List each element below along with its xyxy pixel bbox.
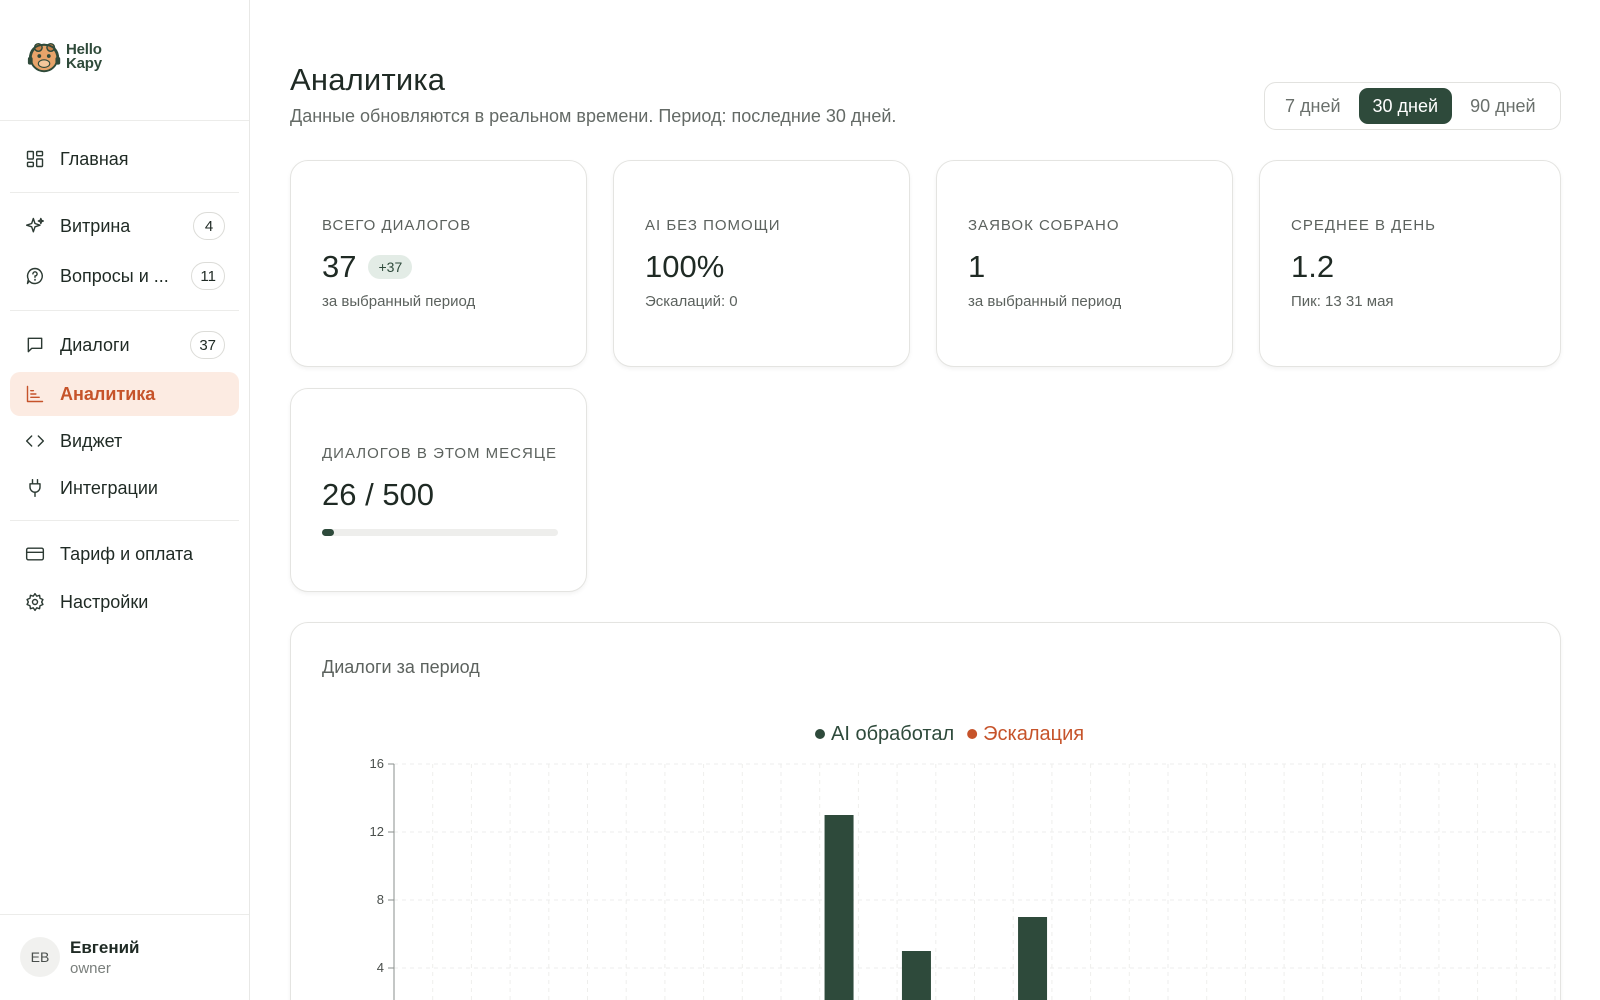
bar-ai-handled [1018,917,1048,1000]
stat-value: 100% [645,249,725,284]
stat-value: 1.2 [1291,249,1335,284]
sidebar-item-label: Тариф и оплата [60,543,194,564]
stat-value-row: 1.2 [1291,249,1334,285]
brand-line-2: Kapy [66,55,102,72]
stat-value-row: 100% [645,249,724,285]
user-role: owner [70,959,111,977]
stat-label: Диалогов в этом месяце [322,445,557,462]
divider [10,520,239,521]
sidebar-item-home[interactable]: Главная [10,137,239,181]
capybara-logo-icon [27,42,61,73]
sidebar-item-dialogs[interactable]: Диалоги 37 [10,323,239,367]
stat-card-monthly-usage: Диалогов в этом месяце 26 / 500 [290,388,587,592]
count-badge: 11 [191,262,225,290]
bar-ai-handled [901,951,931,1000]
stat-value-row: 26 / 500 [322,477,434,513]
stat-card-ai-unassisted: AI без помощи 100% Эскалаций: 0 [613,160,910,367]
brand-name: Hello Kapy [66,41,102,72]
user-name: Евгений [70,937,140,957]
sidebar-item-faq[interactable]: Вопросы и ... 11 [10,254,239,298]
usage-progress-bar [322,529,558,536]
plug-icon [24,477,46,499]
delta-badge: +37 [368,255,413,279]
sidebar-item-showcase[interactable]: Витрина 4 [10,204,239,248]
code-icon [24,430,46,452]
stat-value: 26 / 500 [322,477,435,512]
stat-value: 37 [322,249,357,284]
period-30-days-button[interactable]: 30 дней [1358,88,1453,124]
user-profile[interactable]: ЕВ Евгений owner [20,937,140,977]
question-chat-icon [24,265,46,287]
stat-label: AI без помощи [645,217,781,234]
sidebar-item-widget[interactable]: Виджет [10,419,239,463]
dialogs-chart-card: Диалоги за период 4 8 12 16 AI обработал Эска… [290,622,1561,1000]
avatar: ЕВ [20,937,60,977]
chat-icon [24,334,46,356]
divider [0,120,249,121]
stat-sub: за выбранный период [322,293,476,310]
stat-sub: Пик: 13 31 мая [1291,293,1394,310]
stat-value-row: 37 +37 [322,249,413,285]
dashboard-icon [24,148,46,170]
stat-value: 1 [968,249,986,284]
period-90-days-button[interactable]: 90 дней [1470,95,1536,116]
page-title: Аналитика [290,62,446,97]
stat-value-row: 1 [968,249,985,285]
usage-progress-fill [322,529,335,536]
stat-card-total-dialogs: Всего диалогов 37 +37 за выбранный перио… [290,160,587,367]
sidebar-item-label: Настройки [60,591,149,612]
period-7-days-button[interactable]: 7 дней [1285,95,1341,116]
stat-label: Всего диалогов [322,217,472,234]
y-tick-label: 16 [370,756,384,771]
count-badge: 37 [190,331,225,359]
stat-card-leads: Заявок собрано 1 за выбранный период [936,160,1233,367]
brand-logo[interactable]: Hello Kapy [26,38,102,76]
period-selector: 7 дней 30 дней 90 дней [1264,82,1561,130]
divider [10,310,239,311]
y-tick-label: 12 [370,824,384,839]
y-tick-label: 4 [377,960,384,975]
bar-ai-handled [824,815,854,1000]
sidebar-item-analytics[interactable]: Аналитика [10,372,239,416]
stat-label: Заявок собрано [968,217,1120,234]
brand-line-1: Hello [66,41,102,58]
y-tick-label: 8 [377,892,384,907]
sidebar-item-label: Аналитика [60,383,156,404]
sidebar: Hello Kapy Главная Витрина 4 Вопросы и .… [0,0,250,1000]
legend-marker-ai [815,729,825,739]
dialogs-bar-chart: 4 8 12 16 AI обработал Эскалация [370,723,1556,1000]
sidebar-item-label: Интеграции [60,477,158,498]
divider [10,192,239,193]
credit-card-icon [24,543,46,565]
stat-sub: Эскалаций: 0 [645,293,738,310]
sidebar-item-label: Вопросы и ... [60,265,169,286]
sidebar-item-label: Витрина [60,215,131,236]
main-content: Аналитика Данные обновляются в реальном … [250,0,1600,1000]
sidebar-item-settings[interactable]: Настройки [10,580,239,624]
sidebar-item-label: Виджет [60,430,123,451]
divider [0,914,249,915]
gear-icon [24,591,46,613]
sparkle-icon [24,215,46,237]
count-badge: 4 [193,212,225,240]
page-subtitle: Данные обновляются в реальном времени. П… [290,106,897,126]
sidebar-item-label: Главная [60,148,129,169]
legend-label-escalation: Эскалация [983,723,1084,745]
legend-label-ai: AI обработал [831,723,954,745]
sidebar-item-label: Диалоги [60,334,130,355]
legend-marker-escalation [967,729,978,739]
chart-title: Диалоги за период [322,657,480,677]
stat-card-average-per-day: Среднее в день 1.2 Пик: 13 31 мая [1259,160,1561,367]
stat-sub: за выбранный период [968,293,1122,310]
bar-chart-icon [24,383,46,405]
sidebar-item-integrations[interactable]: Интеграции [10,466,239,510]
stat-label: Среднее в день [1291,217,1437,234]
sidebar-item-billing[interactable]: Тариф и оплата [10,532,239,576]
